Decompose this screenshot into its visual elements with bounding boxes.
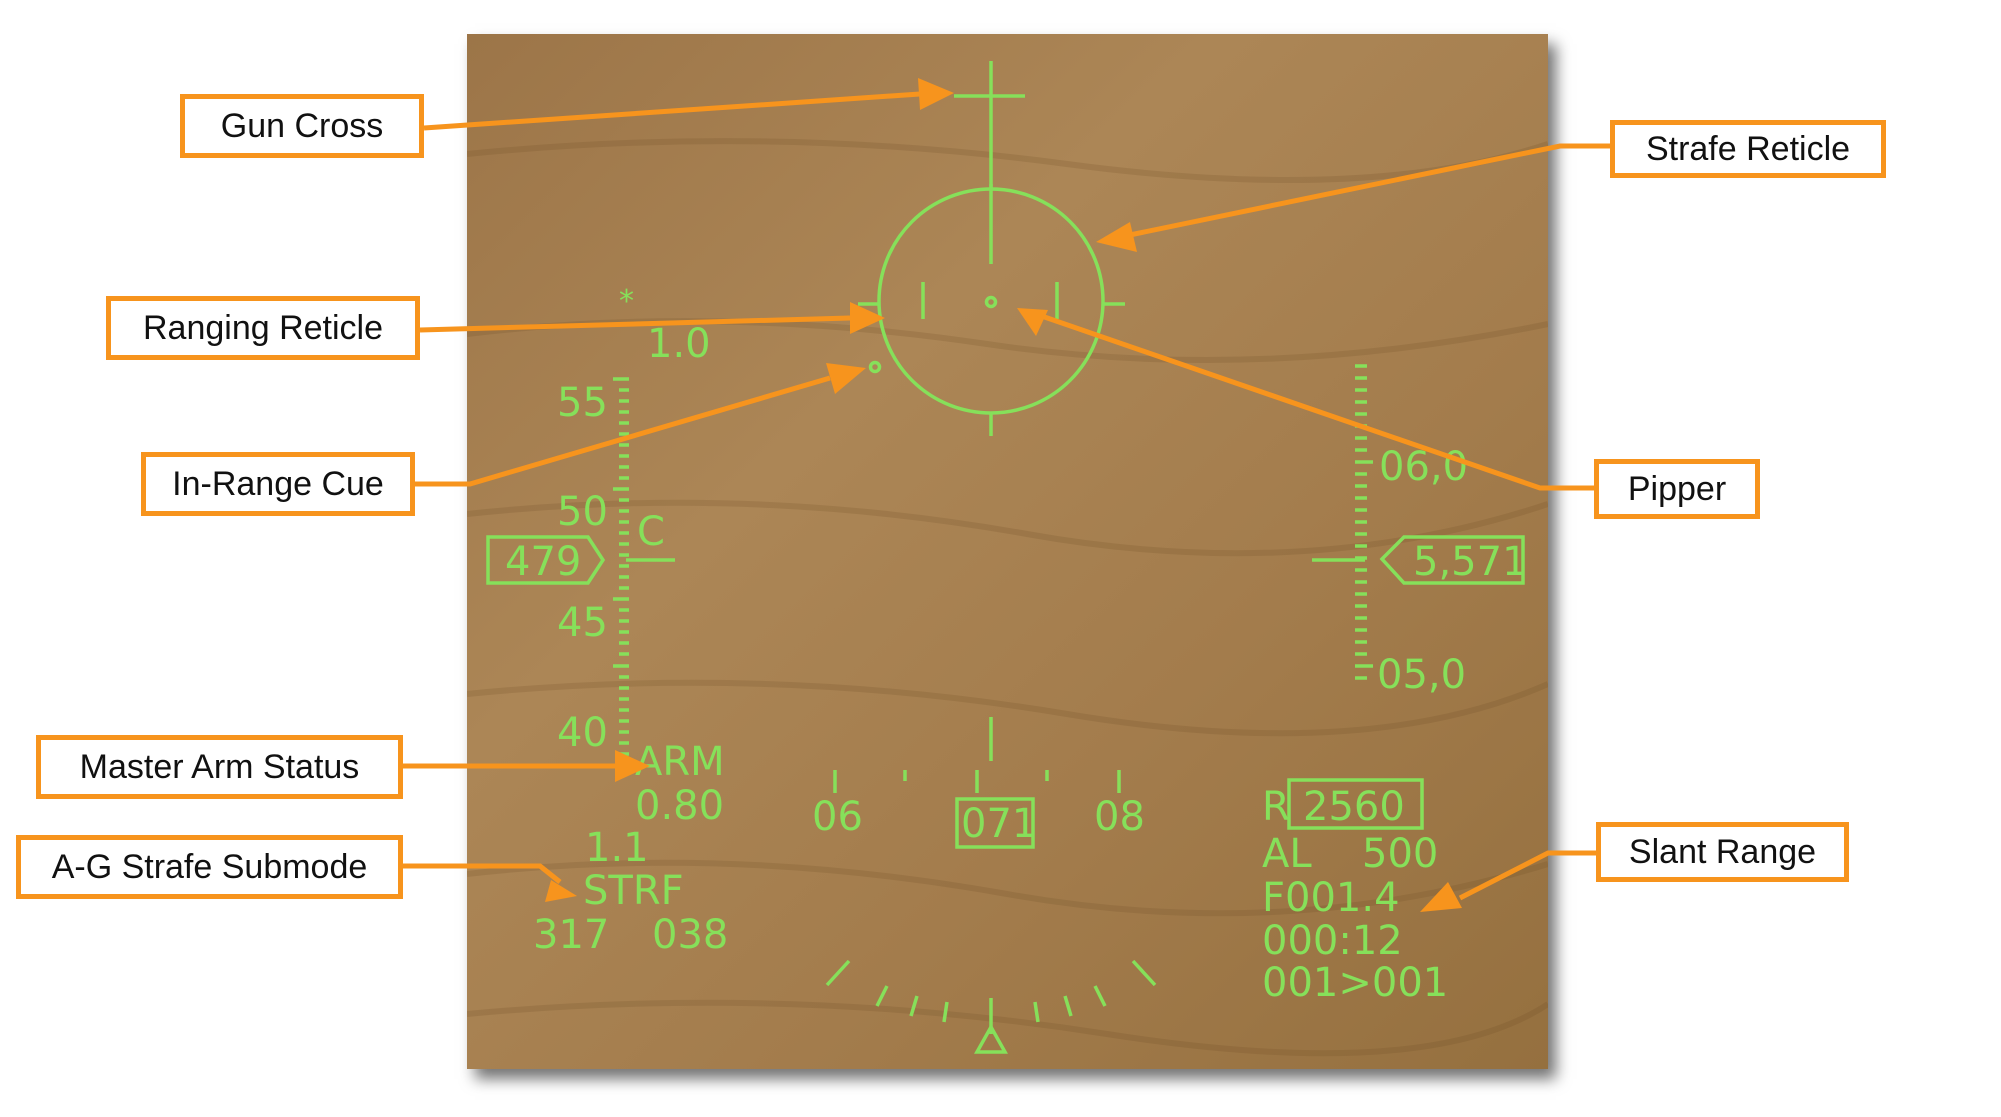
slant-range-box — [1287, 778, 1424, 830]
pipper — [984, 295, 998, 309]
steer-line: 001>001 — [1262, 960, 1448, 1006]
altitude-value: 5,571 — [1413, 539, 1528, 585]
c-marker: C — [637, 509, 665, 555]
airspeed-tick-55: 55 — [557, 380, 608, 426]
heading-left: 06 — [812, 794, 863, 840]
airspeed-tick-40: 40 — [557, 710, 608, 756]
airspeed-star: * — [619, 284, 634, 319]
callout-in-range-cue: In-Range Cue — [141, 452, 415, 516]
heading-tape — [833, 717, 1121, 849]
altitude-tick-050: 05,0 — [1377, 652, 1466, 698]
altitude-box — [1379, 535, 1525, 585]
callout-ranging-reticle: Ranging Reticle — [106, 296, 420, 360]
altitude-tick-060: 06,0 — [1379, 444, 1468, 490]
heading-right: 08 — [1094, 794, 1145, 840]
bottom-left-b: 038 — [652, 912, 728, 958]
in-range-cue — [868, 360, 882, 374]
bank-scale — [825, 959, 1157, 1054]
f-line: F001.4 — [1262, 875, 1400, 921]
callout-ag-strafe-submode: A-G Strafe Submode — [16, 835, 403, 899]
time-line: 000:12 — [1262, 918, 1403, 964]
callout-slant-range: Slant Range — [1596, 822, 1849, 882]
slant-range-prefix: R — [1262, 784, 1290, 830]
hud-display: * 1.0 55 50 45 40 C 479 06,0 05,0 5,571 … — [467, 34, 1548, 1069]
callout-master-arm-status: Master Arm Status — [36, 735, 403, 799]
callout-strafe-reticle: Strafe Reticle — [1610, 120, 1886, 178]
al-label: AL — [1262, 831, 1312, 877]
airspeed-tick-50: 50 — [557, 489, 608, 535]
airspeed-top-value: 1.0 — [647, 321, 711, 367]
airspeed-tick-45: 45 — [557, 600, 608, 646]
strafe-submode: STRF — [583, 868, 684, 914]
heading-center: 071 — [961, 801, 1037, 847]
mach-number: 0.80 — [635, 783, 724, 829]
al-value: 500 — [1362, 831, 1438, 877]
gun-cross — [954, 61, 1025, 189]
strafe-reticle — [858, 184, 1125, 436]
callout-pipper: Pipper — [1594, 459, 1760, 519]
master-arm-status: ARM — [635, 739, 725, 785]
callout-gun-cross: Gun Cross — [180, 94, 424, 158]
bottom-left-a: 317 — [533, 912, 609, 958]
airspeed-value: 479 — [505, 539, 581, 585]
g-load: 1.1 — [585, 825, 649, 871]
hud-svg: * 1.0 55 50 45 40 C 479 06,0 05,0 5,571 … — [467, 34, 1548, 1069]
slant-range-value: 2560 — [1303, 784, 1405, 830]
airspeed-box — [486, 535, 606, 585]
